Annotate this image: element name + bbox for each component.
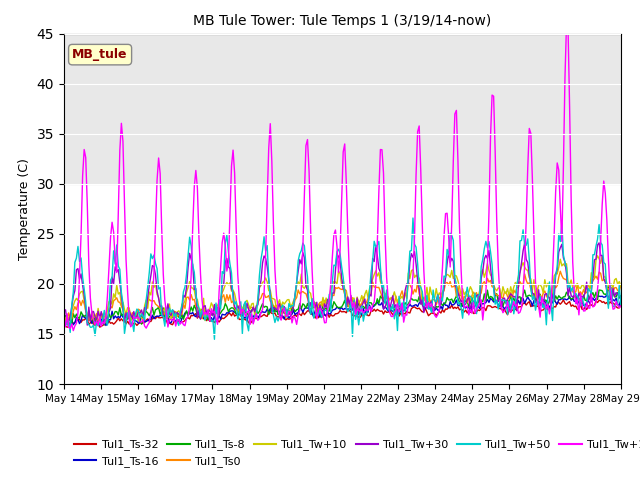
Legend: Tul1_Ts-32, Tul1_Ts-16, Tul1_Ts-8, Tul1_Ts0, Tul1_Tw+10, Tul1_Tw+30, Tul1_Tw+50,: Tul1_Ts-32, Tul1_Ts-16, Tul1_Ts-8, Tul1_… <box>70 435 640 471</box>
Title: MB Tule Tower: Tule Temps 1 (3/19/14-now): MB Tule Tower: Tule Temps 1 (3/19/14-now… <box>193 14 492 28</box>
Bar <box>64 34 621 184</box>
Text: MB_tule: MB_tule <box>72 48 128 61</box>
Y-axis label: Temperature (C): Temperature (C) <box>18 158 31 260</box>
